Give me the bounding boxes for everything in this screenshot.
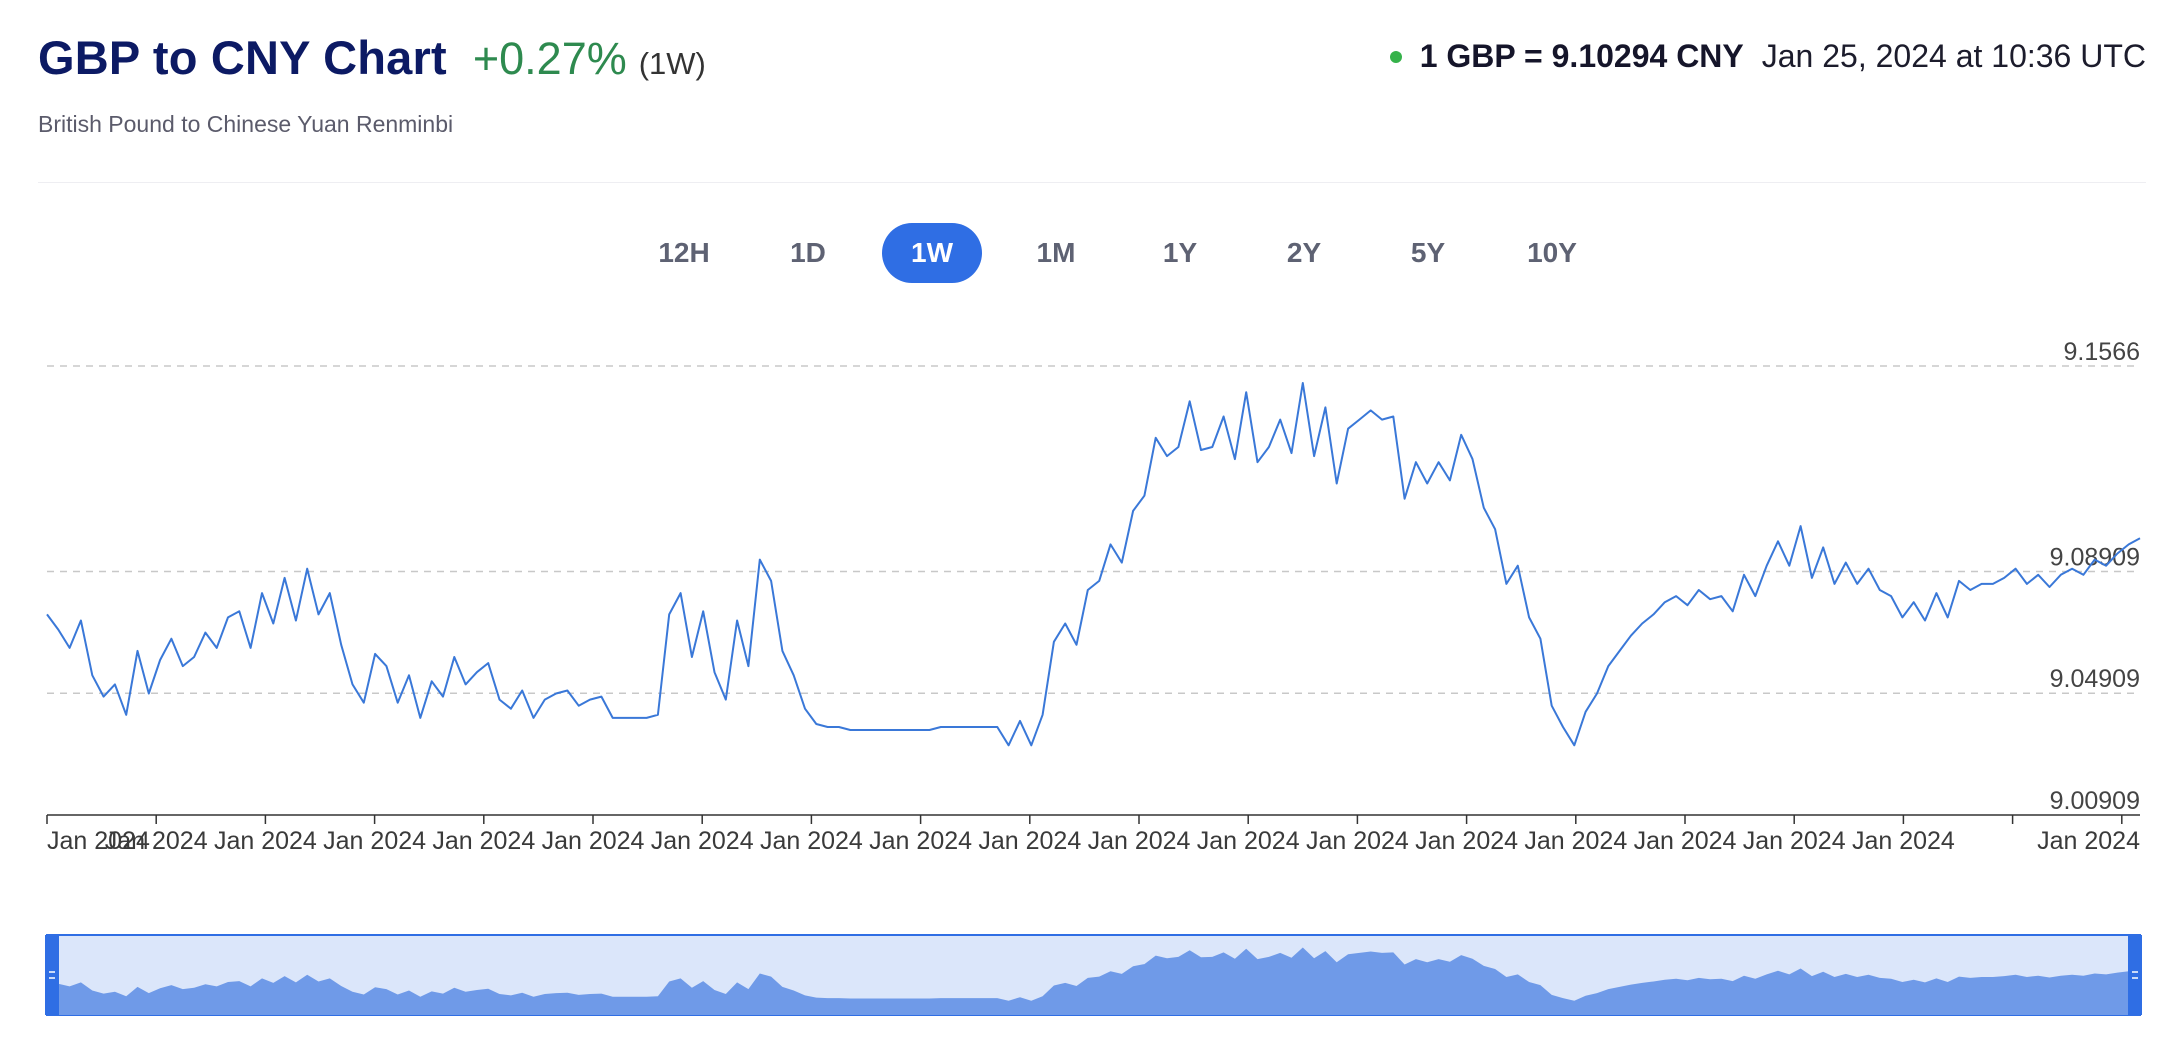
x-tick-label: Jan 2024 xyxy=(1634,827,1737,855)
tab-12h[interactable]: 12H xyxy=(658,237,710,268)
percent-change: +0.27% xyxy=(472,33,627,84)
navigator-area xyxy=(47,947,2140,1015)
change-period: (1W) xyxy=(638,46,706,81)
live-status-icon xyxy=(1389,50,1402,63)
x-tick-label: Jan 2024 xyxy=(47,827,150,855)
x-tick-label: Jan 2024 xyxy=(432,827,535,855)
page-title: GBP to CNY Chart xyxy=(38,31,447,84)
navigator-right-handle[interactable] xyxy=(2128,935,2142,1015)
x-tick-label: Jan 2024 xyxy=(760,827,863,855)
x-tick-label: Jan 2024 xyxy=(978,827,1081,855)
y-tick-label: 9.04909 xyxy=(2050,665,2140,693)
x-tick-label: Jan 2024 xyxy=(1197,827,1300,855)
page-subtitle: British Pound to Chinese Yuan Renminbi xyxy=(38,111,454,137)
navigator-left-handle[interactable] xyxy=(45,935,59,1015)
tab-1w[interactable]: 1W xyxy=(882,223,982,283)
tab-1y[interactable]: 1Y xyxy=(1162,237,1198,268)
y-tick-label: 9.1566 xyxy=(2064,338,2140,366)
x-tick-label: Jan 2024 xyxy=(323,827,426,855)
tab-10y[interactable]: 10Y xyxy=(1527,237,1577,268)
tab-2y[interactable]: 2Y xyxy=(1286,237,1322,268)
rate-timestamp: Jan 25, 2024 at 10:36 UTC xyxy=(1761,38,2146,74)
chart-header: GBP to CNY Chart +0.27% (1W) British Pou… xyxy=(38,30,2146,150)
period-selector: 12H 1D 1W 1M 1Y 2Y 5Y 10Y xyxy=(0,223,2184,283)
x-tick-label: Jan 2024 xyxy=(2037,827,2140,855)
x-tick-label: Jan 2024 xyxy=(1415,827,1518,855)
x-tick-label: Jan 2024 xyxy=(1743,827,1846,855)
x-tick-label: Jan 2024 xyxy=(105,827,208,855)
rate-box: 1 GBP = 9.10294 CNY Jan 25, 2024 at 10:3… xyxy=(1389,38,2146,75)
x-tick-label: Jan 2024 xyxy=(869,827,972,855)
x-tick-label: Jan 2024 xyxy=(651,827,754,855)
x-tick-label: Jan 2024 xyxy=(542,827,645,855)
y-tick-label: 9.00909 xyxy=(2050,787,2140,815)
x-tick-label: Jan 2024 xyxy=(1088,827,1191,855)
tab-5y[interactable]: 5Y xyxy=(1410,237,1446,268)
x-tick-label: Jan 2024 xyxy=(1852,827,1955,855)
series-line xyxy=(46,382,2141,747)
tab-1m[interactable]: 1M xyxy=(1036,237,1076,268)
x-tick-label: Jan 2024 xyxy=(214,827,317,855)
tab-1d[interactable]: 1D xyxy=(790,237,826,268)
header-divider xyxy=(38,182,2146,183)
x-tick-label: Jan 2024 xyxy=(1524,827,1627,855)
current-rate: 1 GBP = 9.10294 CNY xyxy=(1419,38,1744,74)
x-tick-label: Jan 2024 xyxy=(1306,827,1409,855)
